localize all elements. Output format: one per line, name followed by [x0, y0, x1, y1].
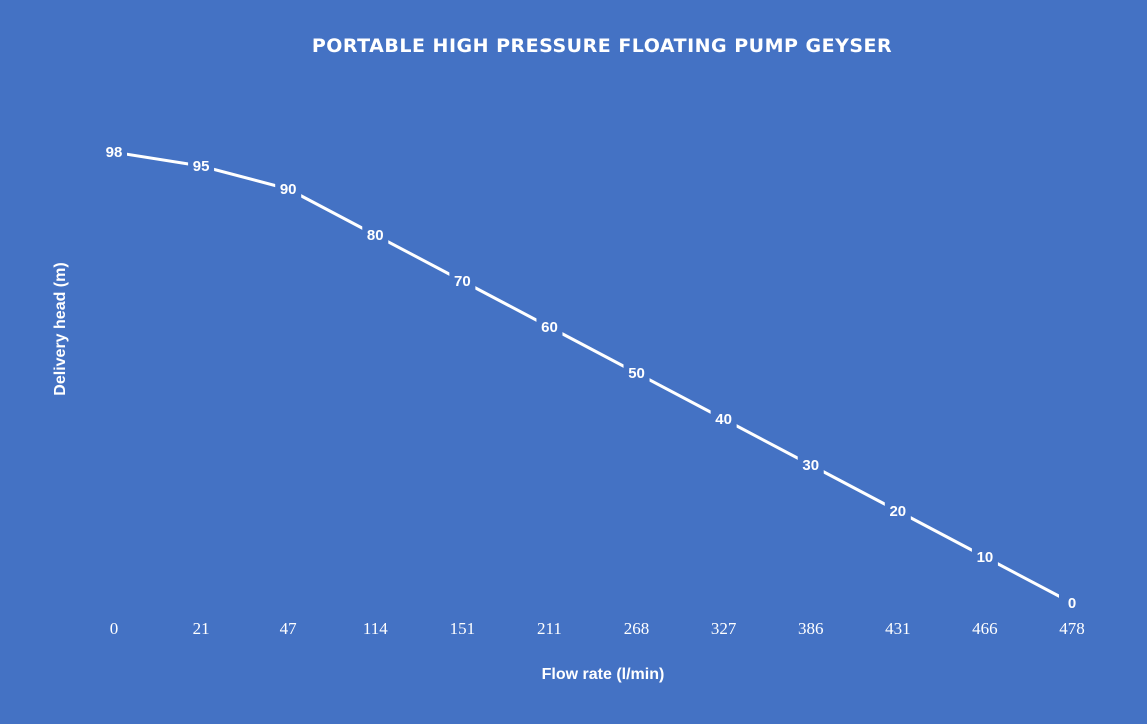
y-axis-title: Delivery head (m) — [52, 262, 69, 395]
x-tick-label: 47 — [280, 619, 298, 638]
data-label: 60 — [541, 319, 558, 336]
data-label: 30 — [802, 457, 819, 474]
x-tick-label: 268 — [624, 619, 650, 638]
x-tick-label: 0 — [110, 619, 119, 638]
data-label-background — [275, 179, 302, 199]
data-label: 0 — [1068, 595, 1076, 612]
x-axis-title: Flow rate (l/min) — [542, 666, 665, 683]
data-label-background — [101, 142, 127, 163]
x-tick-label: 327 — [711, 619, 737, 638]
data-label-background — [884, 501, 911, 521]
x-tick-label: 151 — [450, 619, 476, 638]
data-label: 95 — [193, 158, 210, 175]
data-label: 10 — [977, 549, 994, 566]
data-label: 50 — [628, 365, 645, 382]
data-label: 90 — [280, 181, 297, 198]
chart-title: PORTABLE HIGH PRESSURE FLOATING PUMP GEY… — [312, 35, 892, 57]
data-label-background — [1059, 593, 1085, 613]
data-label-background — [449, 271, 476, 291]
data-label-background — [536, 317, 563, 337]
data-label: 98 — [106, 144, 123, 161]
data-label-background — [362, 225, 389, 245]
drop-lines — [113, 164, 986, 598]
data-label: 80 — [367, 227, 384, 244]
x-tick-label: 21 — [193, 619, 210, 638]
data-label-background — [797, 455, 824, 475]
data-label-background — [710, 409, 737, 429]
data-label: 20 — [889, 503, 906, 520]
x-axis-ticks: 0 21 47 114 151 211 268 327 386 431 466 478 — [110, 619, 1085, 638]
x-tick-label: 114 — [363, 619, 388, 638]
data-label: 70 — [454, 273, 471, 290]
x-tick-label: 478 — [1059, 619, 1085, 638]
x-tick-label: 431 — [885, 619, 911, 638]
x-tick-label: 386 — [798, 619, 824, 638]
data-label-background — [188, 156, 215, 176]
data-label-background — [971, 547, 998, 567]
x-tick-label: 466 — [972, 619, 998, 638]
x-tick-label: 211 — [537, 619, 562, 638]
series-line — [113, 150, 1073, 605]
data-label-background — [623, 363, 650, 383]
data-labels: 98 95 90 80 70 60 50 40 30 20 10 0 — [101, 142, 1085, 613]
data-label: 40 — [715, 411, 732, 428]
